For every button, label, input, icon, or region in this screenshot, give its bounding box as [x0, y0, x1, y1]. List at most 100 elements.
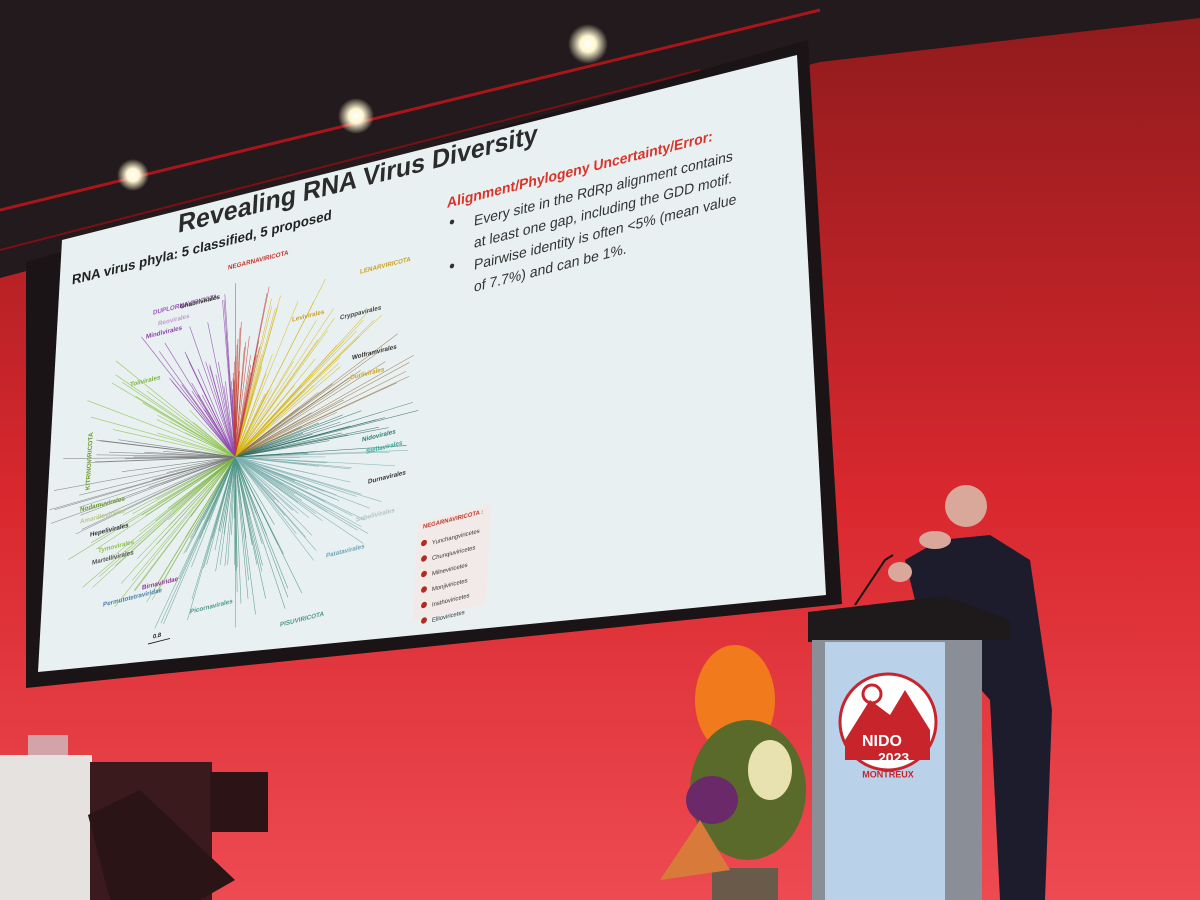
tree-branch	[186, 355, 236, 458]
tree-branch	[90, 416, 236, 458]
tree-branch	[234, 351, 379, 458]
tree-branch	[234, 456, 357, 497]
legend-dot	[421, 617, 427, 624]
tree-branch	[234, 440, 330, 458]
flowers	[660, 820, 730, 880]
tree-branch	[234, 330, 328, 458]
logo-city: MONTREUX	[862, 769, 914, 779]
tree-branch	[234, 456, 263, 572]
tree-branch	[201, 394, 236, 458]
tree-branch	[234, 361, 386, 458]
tree-branch	[79, 456, 236, 496]
tree-branch	[234, 383, 333, 458]
tree-branch	[111, 382, 236, 458]
tree-branch	[225, 381, 236, 458]
tree-branch	[234, 417, 386, 458]
tree-branch	[234, 456, 299, 514]
rail	[0, 69, 701, 251]
tree-branch	[82, 456, 236, 588]
tree-branch	[234, 336, 250, 458]
tree-branch	[234, 456, 253, 545]
spotlight	[117, 159, 149, 191]
tree-branch	[223, 386, 236, 458]
tree-branch	[234, 370, 407, 458]
tree-branch	[185, 432, 236, 458]
tree-branch	[234, 456, 275, 526]
tree-branch	[234, 341, 247, 458]
tree-branch	[234, 456, 303, 594]
tree-branch	[234, 456, 242, 604]
tree-label: KITRINOVIRICOTA	[85, 431, 95, 491]
bullet-dot	[449, 219, 455, 225]
tree-branch	[234, 456, 257, 515]
tree-branch	[132, 456, 236, 581]
tree-branch	[54, 456, 236, 511]
chair	[210, 772, 268, 832]
tree-branch	[190, 456, 236, 518]
speaker-hand	[888, 562, 912, 582]
tree-branch	[156, 456, 236, 500]
tree-branch	[234, 456, 249, 581]
tree-branch	[234, 407, 300, 458]
tree-branch	[204, 409, 236, 458]
tree-branch	[234, 456, 327, 464]
tree-branch	[234, 456, 323, 522]
scale-bar	[147, 637, 171, 645]
tree-branch	[159, 351, 236, 458]
tree-branch	[234, 390, 306, 458]
tree-branch	[234, 372, 251, 458]
tree-branch	[234, 456, 238, 593]
tree-branch	[234, 456, 351, 470]
tree-branch	[234, 385, 295, 458]
tree-branch	[215, 374, 236, 458]
tree-branch	[157, 414, 236, 458]
tree-branch	[141, 456, 236, 516]
tree-branch	[92, 456, 236, 588]
tree-branch	[234, 433, 313, 458]
tree-branch	[234, 301, 299, 458]
tree-branch	[75, 456, 236, 535]
tree-branch	[118, 439, 236, 458]
speaker-hand	[919, 531, 951, 549]
spotlight	[568, 24, 608, 64]
tree-branch	[115, 360, 236, 458]
tree-branch	[234, 422, 319, 458]
tree-branch	[234, 362, 410, 458]
tree-branch	[234, 456, 333, 512]
tree-branch	[163, 450, 236, 458]
tree-branch	[227, 456, 236, 565]
tree-branch	[109, 451, 236, 458]
flowers	[748, 740, 792, 800]
tree-branch	[234, 456, 310, 518]
tree-branch	[234, 456, 358, 531]
logo-name: NIDO	[862, 733, 902, 750]
tree-branch	[234, 456, 266, 599]
tree-branch	[234, 432, 342, 458]
tree-branch	[234, 320, 317, 458]
tree-branch	[97, 456, 236, 519]
speaker-head	[945, 485, 987, 527]
scale-label: 0.8	[153, 631, 162, 640]
legend-dot	[421, 570, 427, 578]
tree-branch	[234, 456, 315, 561]
tree-branch	[234, 295, 281, 458]
tree-branch	[225, 330, 236, 458]
tree-branch	[234, 456, 236, 628]
tree-branch	[209, 366, 236, 458]
tree-branch	[162, 456, 236, 485]
tree-branch	[163, 456, 236, 625]
tree-branch	[224, 456, 236, 567]
tree-branch	[212, 456, 236, 539]
tree-branch	[234, 456, 286, 610]
logo-sun	[861, 683, 883, 705]
tree-branch	[214, 456, 236, 551]
tree-branch	[234, 456, 297, 534]
tree-branch	[234, 402, 413, 458]
tree-branch	[234, 456, 249, 600]
tree-branch	[234, 456, 279, 503]
tree-branch	[234, 317, 335, 458]
tree-branch	[234, 377, 350, 458]
ceiling	[0, 0, 1200, 278]
tree-branch	[234, 389, 273, 458]
tree-branch	[234, 375, 410, 458]
